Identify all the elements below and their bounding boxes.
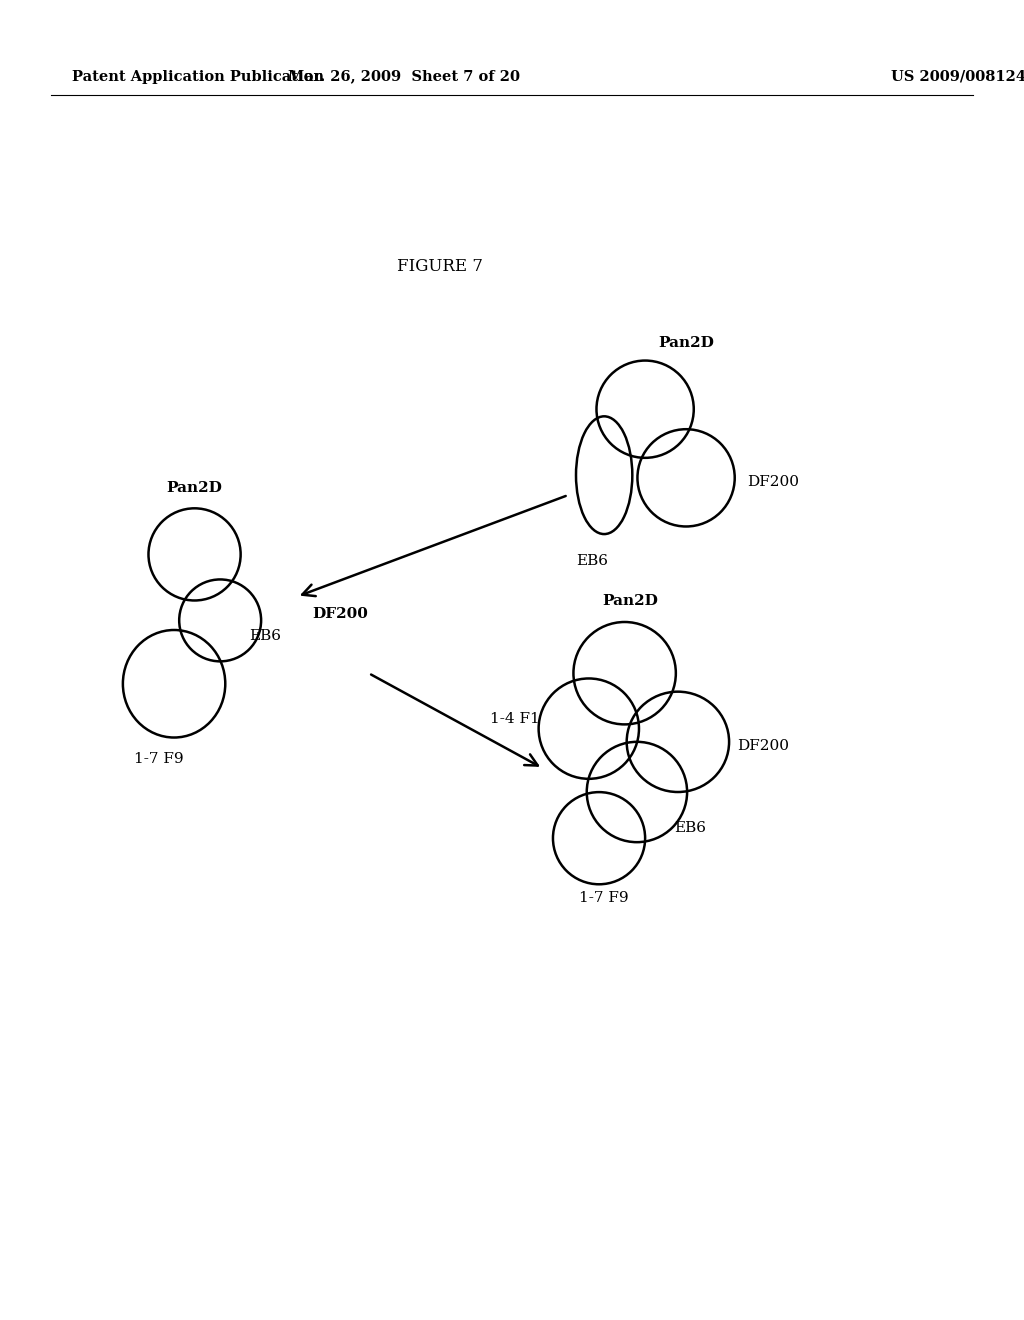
Text: Pan2D: Pan2D [658,337,715,350]
Text: EB6: EB6 [674,821,706,834]
Text: DF200: DF200 [737,739,790,752]
Text: 1-7 F9: 1-7 F9 [134,752,183,766]
Text: EB6: EB6 [249,630,281,643]
Text: DF200: DF200 [748,475,800,488]
Text: Patent Application Publication: Patent Application Publication [72,70,324,83]
Text: 1-7 F9: 1-7 F9 [580,891,629,904]
Text: Pan2D: Pan2D [167,482,222,495]
Text: Pan2D: Pan2D [602,594,657,607]
Text: US 2009/0081240 A1: US 2009/0081240 A1 [891,70,1024,83]
Text: 1-4 F1: 1-4 F1 [489,713,540,726]
Text: DF200: DF200 [312,607,369,620]
Text: Mar. 26, 2009  Sheet 7 of 20: Mar. 26, 2009 Sheet 7 of 20 [289,70,520,83]
Text: FIGURE 7: FIGURE 7 [397,259,483,275]
Text: EB6: EB6 [575,554,608,568]
